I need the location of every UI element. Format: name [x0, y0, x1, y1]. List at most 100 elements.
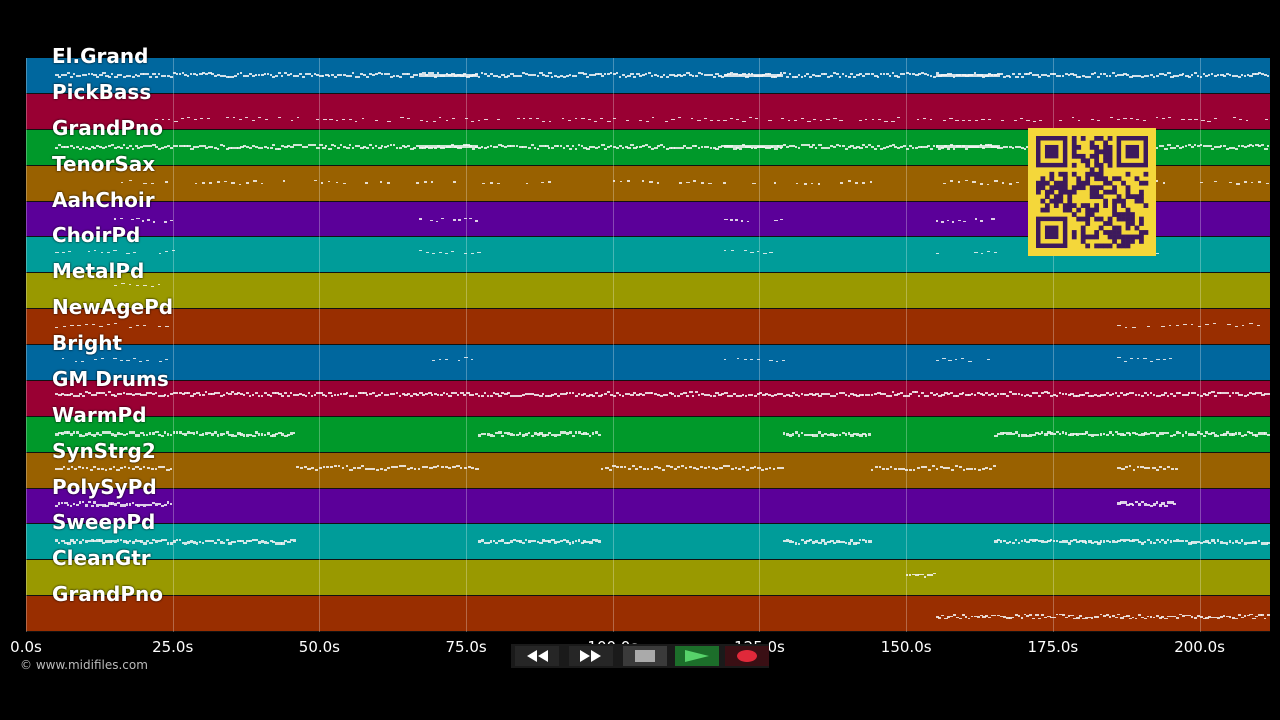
midi-note — [81, 360, 85, 362]
midi-note — [1126, 538, 1130, 542]
midi-note — [847, 76, 852, 79]
track-name-label: NewAgePd — [52, 295, 174, 320]
midi-note — [938, 617, 941, 619]
fast-forward-button[interactable] — [569, 646, 613, 666]
midi-note — [542, 74, 545, 77]
midi-note — [1014, 431, 1019, 434]
midi-note — [780, 392, 784, 395]
track-lane[interactable] — [26, 273, 1270, 310]
midi-note — [721, 145, 724, 148]
midi-note — [738, 394, 742, 397]
midi-note — [1261, 614, 1265, 616]
midi-note — [1091, 434, 1095, 437]
midi-note — [1011, 73, 1016, 76]
midi-note — [592, 394, 595, 397]
midi-note — [935, 393, 939, 396]
midi-note — [659, 394, 664, 397]
midi-note — [140, 393, 144, 396]
midi-note — [577, 144, 581, 147]
track-lane[interactable] — [26, 309, 1270, 345]
midi-note — [829, 75, 833, 78]
midi-note — [1111, 615, 1115, 617]
midi-note — [213, 75, 217, 78]
midi-note — [568, 73, 572, 76]
midi-note — [906, 395, 910, 398]
midi-note — [97, 467, 100, 470]
track-lane[interactable] — [26, 488, 1270, 525]
midi-note — [633, 75, 636, 78]
midi-note — [1243, 146, 1247, 149]
track-lane[interactable] — [26, 58, 1270, 94]
midi-note — [1255, 144, 1259, 147]
midi-note — [515, 433, 520, 437]
midi-note — [1123, 433, 1127, 437]
play-button[interactable] — [675, 646, 719, 666]
midi-note — [994, 614, 997, 617]
midi-note — [477, 394, 481, 397]
midi-note — [1261, 542, 1264, 545]
midi-note — [363, 145, 366, 148]
midi-note — [946, 219, 950, 222]
midi-note — [1044, 540, 1048, 544]
midi-note — [311, 467, 315, 470]
midi-note — [416, 73, 419, 76]
track-lane[interactable] — [26, 452, 1270, 489]
midi-note — [1117, 357, 1121, 359]
midi-note — [263, 146, 268, 148]
track-lane[interactable] — [26, 416, 1270, 453]
midi-note — [348, 394, 352, 397]
midi-note — [480, 146, 484, 149]
track-lane[interactable] — [26, 345, 1270, 381]
midi-note — [882, 73, 885, 76]
midi-note — [559, 539, 563, 543]
midi-note — [850, 392, 855, 395]
midi-note — [222, 541, 225, 545]
stop-button[interactable] — [623, 646, 667, 666]
midi-note — [928, 468, 932, 471]
midi-note — [903, 72, 906, 75]
midi-note — [1240, 73, 1243, 76]
midi-note — [809, 392, 813, 395]
track-lane[interactable] — [26, 93, 1270, 130]
midi-note — [228, 433, 231, 437]
midi-note — [298, 393, 302, 396]
midi-note — [832, 118, 837, 120]
midi-note — [1016, 181, 1019, 184]
midi-note — [1199, 144, 1203, 147]
midi-note — [498, 395, 502, 397]
midi-note — [1117, 73, 1120, 76]
midi-note — [776, 466, 780, 469]
midi-note — [1135, 394, 1138, 397]
midi-note — [662, 468, 665, 471]
track-lane[interactable] — [26, 560, 1270, 597]
midi-note — [366, 147, 370, 150]
midi-note — [1052, 73, 1057, 76]
midi-note — [1208, 541, 1212, 545]
midi-note — [119, 359, 123, 361]
track-name-label: SynStrg2 — [52, 438, 156, 463]
rewind-button[interactable] — [515, 646, 559, 666]
midi-note — [1205, 431, 1208, 434]
midi-note — [114, 284, 118, 286]
track-lane[interactable] — [26, 380, 1270, 417]
midi-note — [1193, 541, 1198, 544]
track-lane[interactable] — [26, 524, 1270, 561]
midi-note — [1187, 75, 1191, 78]
midi-note — [1076, 395, 1080, 398]
midi-note — [141, 220, 145, 222]
midi-note — [457, 360, 461, 362]
midi-note — [874, 466, 879, 469]
midi-note — [1137, 614, 1142, 616]
midi-note — [1058, 540, 1062, 544]
midi-note — [1117, 467, 1122, 470]
midi-note — [856, 394, 860, 397]
midi-note — [1105, 614, 1109, 616]
midi-note — [794, 75, 799, 78]
midi-note — [671, 392, 675, 395]
track-lane[interactable] — [26, 596, 1270, 632]
record-button[interactable] — [725, 646, 769, 666]
midi-note — [1023, 147, 1026, 150]
midi-note — [1173, 395, 1176, 398]
midi-note — [1038, 617, 1041, 620]
midi-note — [99, 539, 103, 542]
